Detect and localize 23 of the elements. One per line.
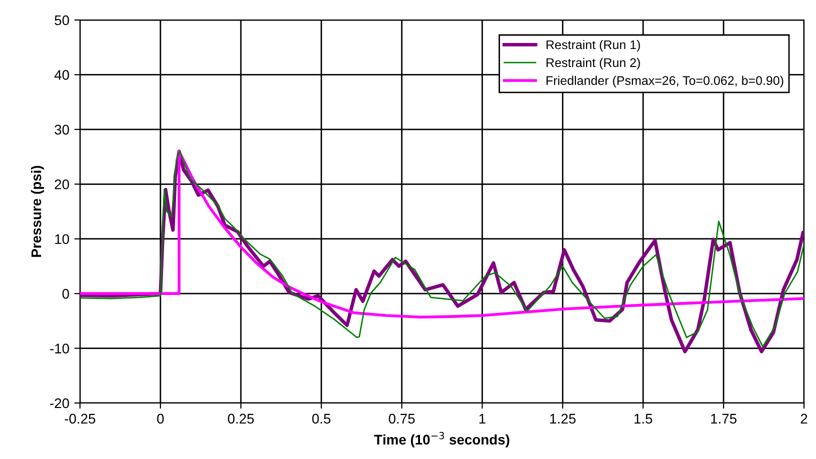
x-tick-label: 0 [157, 414, 164, 424]
legend-label: Restraint (Run 1) [546, 40, 640, 52]
legend-label: Restraint (Run 2) [546, 58, 640, 70]
y-tick-label: 0 [62, 288, 70, 299]
y-tick-label: 20 [54, 179, 70, 190]
x-tick-label: -0.25 [64, 414, 96, 424]
x-tick-label: 1.75 [711, 414, 736, 424]
x-tick-label: 0.5 [312, 414, 330, 424]
y-tick-label: 30 [54, 124, 70, 135]
x-tick-label: 2 [800, 414, 808, 424]
y-tick-label: 50 [54, 15, 70, 26]
x-tick-label: 0.25 [228, 414, 254, 424]
x-tick-label: 1.5 [634, 414, 652, 424]
x-tick-label: 1 [479, 414, 486, 424]
x-tick-label: 0.75 [388, 414, 415, 424]
legend-label: Friedlander (Psmax=26, To=0.062, b=0.90) [546, 76, 784, 88]
x-tick-label: 1.25 [550, 414, 576, 424]
y-tick-label: 10 [55, 234, 70, 244]
y-axis-title: Pressure (psi) [31, 166, 44, 257]
x-axis-title: Time (10$^{−3}$ seconds) [374, 432, 510, 448]
y-tick-label: -20 [50, 398, 70, 408]
y-tick-label: -10 [50, 344, 70, 354]
y-tick-label: 40 [54, 70, 70, 80]
